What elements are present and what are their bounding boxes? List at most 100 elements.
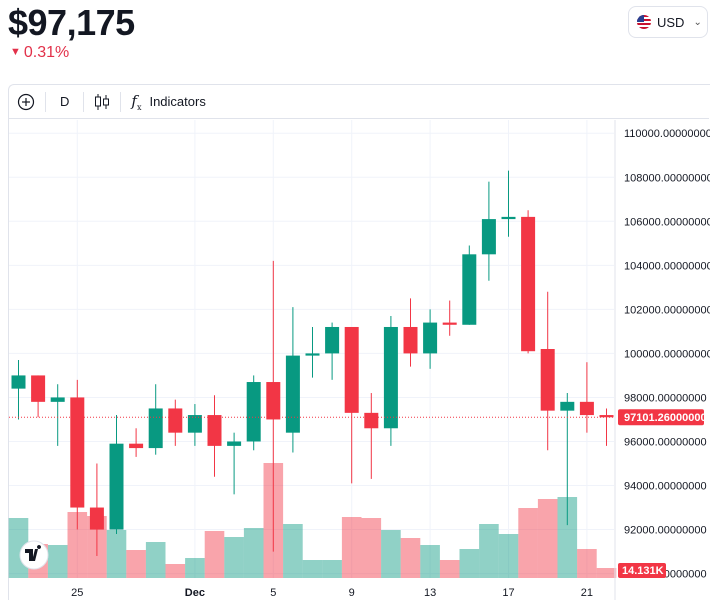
time-tick-label: 17 (502, 587, 514, 599)
current-price: $97,175 (8, 2, 135, 43)
toolbar-divider (45, 91, 46, 112)
volume-bar (479, 524, 499, 578)
candle-body (109, 443, 124, 530)
candle-body (266, 382, 281, 420)
currency-selector[interactable]: USD ⌄ (628, 6, 708, 38)
candle-body (403, 326, 418, 354)
time-tick-label: Dec (185, 587, 205, 599)
candle-body (383, 326, 398, 429)
candle (423, 309, 438, 369)
indicators-button[interactable]: fx Indicators (121, 91, 215, 113)
candle (305, 326, 320, 378)
volume-bar (439, 560, 460, 578)
candle (579, 362, 594, 433)
candle (383, 315, 398, 446)
candle (285, 307, 300, 453)
candle-body (70, 397, 85, 508)
candle-body (285, 355, 300, 433)
candle (187, 404, 202, 446)
time-tick-label: 9 (349, 587, 355, 599)
candle-body (50, 397, 65, 402)
candle (89, 463, 104, 556)
chart-type-button[interactable] (84, 91, 120, 113)
plus-circle-icon (17, 93, 35, 110)
tradingview-logo (19, 540, 49, 570)
function-icon: fx (131, 91, 142, 112)
chevron-down-icon: ⌄ (693, 16, 702, 28)
candle-body (540, 349, 555, 411)
down-triangle-icon: ▼ (10, 46, 21, 58)
candle-body (246, 382, 261, 442)
logo-mark (25, 544, 42, 561)
currency-label: USD (657, 14, 685, 30)
volume-bar (596, 568, 617, 578)
candle (227, 432, 242, 495)
candle (521, 210, 536, 354)
volume-bar (498, 534, 519, 578)
volume-bar (67, 512, 88, 578)
candle-body (148, 408, 163, 449)
price-tick-label: 96000.00000000 (624, 436, 707, 448)
volume-bar (126, 550, 146, 578)
price-axis: 110000.00000000 108000.00000000 106000.000… (614, 120, 710, 600)
volume-bar (106, 530, 127, 578)
candle (501, 170, 516, 237)
last-price-label: 97101.26000000 (624, 412, 707, 424)
price-tick-label: 98000.00000000 (624, 392, 707, 404)
candle (109, 415, 124, 534)
candle-body (129, 443, 144, 449)
candlestick-icon (95, 93, 110, 110)
candles (11, 170, 614, 556)
candle (344, 326, 359, 484)
candle-body (207, 415, 222, 446)
candle (560, 393, 575, 526)
volume-bar (302, 560, 323, 578)
candle-body (481, 219, 496, 255)
candle-body (462, 254, 477, 325)
price-tick-label: 110000.00000000 (624, 128, 710, 140)
interval-button[interactable]: D (46, 91, 83, 113)
candle-body (521, 216, 536, 352)
price-tick-label: 108000.00000000 (624, 172, 710, 184)
candle-body (31, 375, 46, 402)
price-tick-label: 92000.00000000 (624, 525, 707, 537)
volume-bar (400, 538, 421, 578)
volume-bar (204, 531, 225, 578)
volume-label: 14.131K (622, 565, 664, 577)
interval-label: D (60, 94, 70, 109)
volume-bar (420, 545, 440, 578)
us-flag-icon (637, 15, 651, 29)
candle-body (364, 412, 379, 429)
candle-body (501, 216, 516, 220)
candle-body (579, 401, 594, 416)
candle-body (599, 415, 614, 418)
time-axis: 25 Dec 5 9 13 17 21 (71, 587, 593, 599)
candle-body (11, 375, 26, 389)
volume-bar (165, 564, 186, 578)
chart-frame (8, 84, 710, 600)
candle (599, 408, 614, 446)
toolbar-divider (83, 91, 85, 112)
candle (540, 291, 555, 451)
price-tick-label: 94000.00000000 (624, 481, 707, 493)
candle (11, 360, 26, 420)
volume-bar (381, 530, 401, 578)
price-tick-label: 100000.00000000 (624, 348, 710, 360)
price-tick-label: 106000.00000000 (624, 216, 710, 228)
candle (70, 379, 85, 530)
candle (481, 181, 496, 281)
time-tick-label: 13 (424, 587, 436, 599)
candle-body (560, 401, 575, 411)
volume-bar (361, 518, 382, 578)
add-button[interactable] (9, 91, 45, 113)
candle (148, 384, 163, 455)
candle (246, 375, 261, 451)
volume-bar (322, 560, 342, 578)
candle (168, 399, 183, 446)
volume-bar (341, 517, 362, 578)
chart-overlay: 97101.26000000 14.131K (9, 409, 707, 578)
time-tick-label: 5 (270, 587, 276, 599)
time-tick-label: 25 (71, 587, 83, 599)
candle (462, 245, 477, 325)
